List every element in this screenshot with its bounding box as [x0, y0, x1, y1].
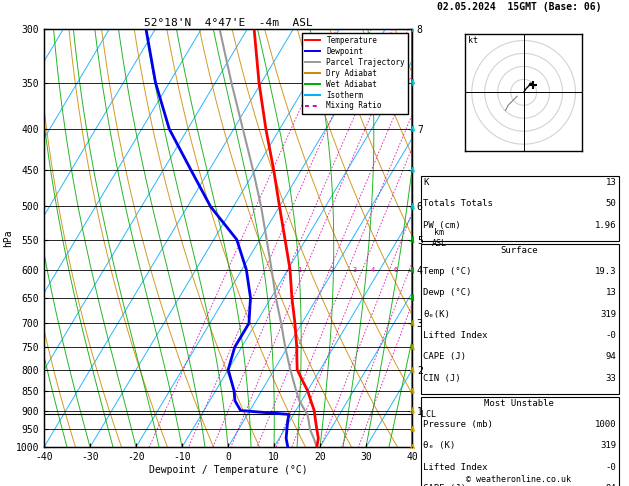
Text: 13: 13 [606, 178, 616, 187]
Text: Lifted Index: Lifted Index [423, 331, 488, 340]
Text: -0: -0 [606, 463, 616, 472]
Text: Lifted Index: Lifted Index [423, 463, 488, 472]
Text: Totals Totals: Totals Totals [423, 199, 493, 208]
Text: 2: 2 [330, 267, 333, 273]
Text: -0: -0 [606, 331, 616, 340]
Text: 33: 33 [606, 374, 616, 383]
Text: 3: 3 [352, 267, 357, 273]
Text: 1.96: 1.96 [595, 221, 616, 230]
X-axis label: Dewpoint / Temperature (°C): Dewpoint / Temperature (°C) [148, 465, 308, 475]
Text: PW (cm): PW (cm) [423, 221, 461, 230]
Text: CAPE (J): CAPE (J) [423, 352, 467, 362]
Text: 319: 319 [600, 441, 616, 451]
Bar [421, 176, 618, 241]
Text: 02.05.2024  15GMT (Base: 06): 02.05.2024 15GMT (Base: 06) [437, 2, 601, 13]
Bar [421, 397, 618, 486]
Y-axis label: hPa: hPa [3, 229, 13, 247]
Text: 50: 50 [606, 199, 616, 208]
Text: Most Unstable: Most Unstable [484, 399, 554, 408]
Text: CIN (J): CIN (J) [423, 374, 461, 383]
Text: 4: 4 [370, 267, 375, 273]
Text: 6: 6 [394, 267, 398, 273]
Text: Pressure (mb): Pressure (mb) [423, 420, 493, 429]
Text: 1000: 1000 [595, 420, 616, 429]
Text: 94: 94 [606, 352, 616, 362]
Legend: Temperature, Dewpoint, Parcel Trajectory, Dry Adiabat, Wet Adiabat, Isotherm, Mi: Temperature, Dewpoint, Parcel Trajectory… [302, 33, 408, 114]
Text: 1: 1 [297, 267, 301, 273]
Text: 19.3: 19.3 [595, 267, 616, 276]
Text: K: K [423, 178, 429, 187]
Text: Surface: Surface [500, 245, 538, 255]
Y-axis label: km
ASL: km ASL [432, 228, 447, 248]
Text: θₑ (K): θₑ (K) [423, 441, 455, 451]
Text: θₑ(K): θₑ(K) [423, 310, 450, 319]
Text: Dewp (°C): Dewp (°C) [423, 288, 472, 297]
Bar [421, 243, 618, 394]
Text: Temp (°C): Temp (°C) [423, 267, 472, 276]
Text: 94: 94 [606, 484, 616, 486]
Title: 52°18'N  4°47'E  -4m  ASL: 52°18'N 4°47'E -4m ASL [143, 18, 313, 28]
Text: 319: 319 [600, 310, 616, 319]
Text: 13: 13 [606, 288, 616, 297]
Text: © weatheronline.co.uk: © weatheronline.co.uk [467, 474, 571, 484]
Text: kt: kt [468, 36, 478, 45]
Text: CAPE (J): CAPE (J) [423, 484, 467, 486]
Text: LCL: LCL [416, 410, 436, 419]
